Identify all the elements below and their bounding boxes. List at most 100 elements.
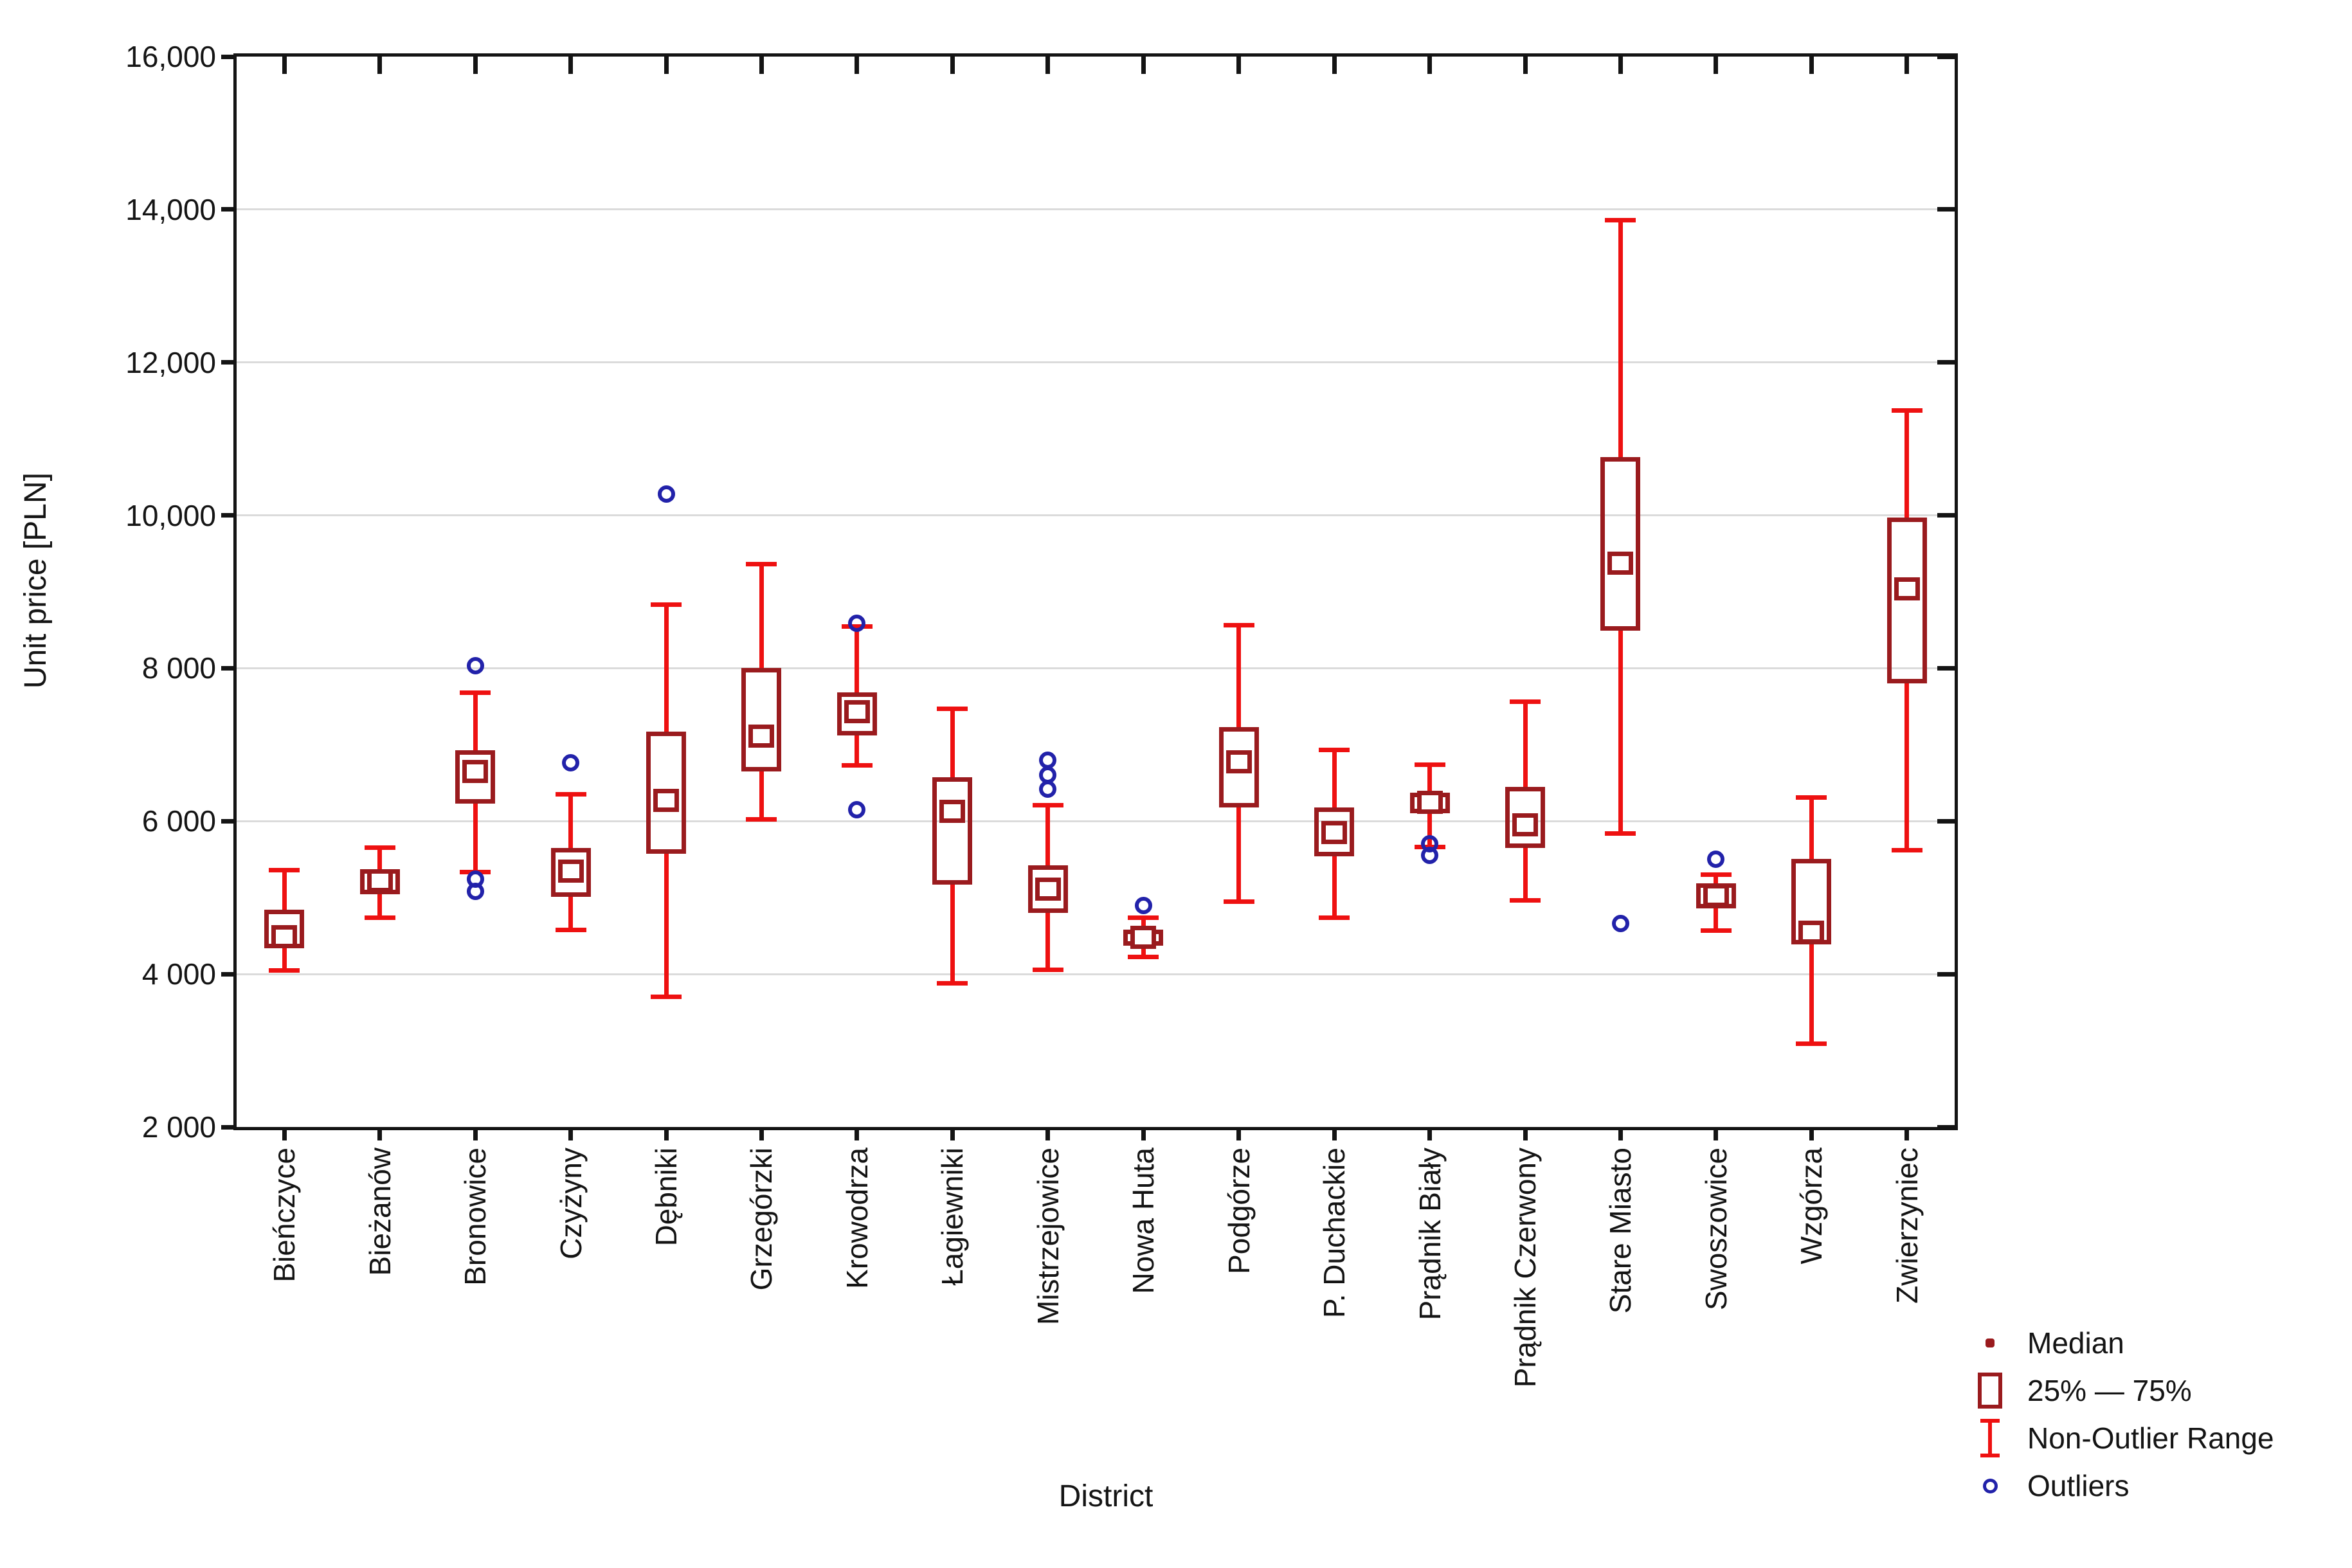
median-marker [462,759,489,783]
x-tick-mark-bottom [568,1130,574,1140]
whisker-line-upper [1045,805,1051,866]
whisker-line-lower [759,771,764,820]
whisker-line-upper [1904,410,1910,518]
plot-area [233,53,1958,1130]
x-tick-mark-top [759,57,764,74]
y-tick-mark-left [221,818,233,824]
median-marker [748,725,775,748]
x-tick-mark-bottom [664,1130,669,1140]
whisker-line-upper [855,626,860,693]
outlier-point [1134,896,1152,914]
y-tick-mark-left [221,54,233,59]
whisker-line-lower [1714,908,1719,931]
y-tick-mark-right [1937,971,1955,977]
whisker-cap-top [1510,699,1541,705]
x-tick-label: Prądnik Biały [1413,1148,1447,1320]
legend: Median 25% — 75% Non-Outlier Range Outli… [1969,1319,2274,1509]
iqr-box [932,777,973,885]
x-tick-mark-top [1141,57,1146,74]
y-tick-mark-left [221,665,233,671]
whisker-line-lower [473,803,478,872]
y-tick-mark-left [221,971,233,977]
whisker-line-lower [1618,631,1623,834]
whisker-cap-top [364,845,395,851]
x-tick-mark-bottom [1141,1130,1146,1140]
whisker-line-lower [282,948,287,971]
iqr-box [1886,518,1927,684]
whisker-line-upper [1714,874,1719,883]
x-tick-label: Swoszowice [1699,1148,1733,1311]
outlier-point [562,754,580,772]
whisker-cap-top [1796,795,1827,800]
x-tick-mark-top [1427,57,1433,74]
x-tick-mark-bottom [1714,1130,1719,1140]
iqr-box [646,732,686,854]
whisker-cap-top [460,690,491,695]
x-tick-label: Zwierzyniec [1890,1148,1924,1304]
outlier-point [848,800,866,818]
whisker-line-upper [1523,701,1528,787]
whisker-line-upper [1809,797,1814,859]
legend-label-range: Non-Outlier Range [2027,1421,2274,1455]
x-tick-label: Bieńczyce [267,1148,302,1283]
y-tick-mark-right [1937,1124,1955,1130]
outlier-point [848,614,866,632]
gridline [237,973,1955,975]
legend-row-range: Non-Outlier Range [1969,1414,2274,1462]
median-marker [939,799,966,823]
outlier-point [1421,847,1439,865]
iqr-box [550,847,591,897]
y-tick-mark-right [1937,513,1955,518]
whisker-cap-top [651,602,682,608]
gridline [237,361,1955,364]
x-tick-mark-bottom [1427,1130,1433,1140]
x-tick-label: Czyżyny [554,1148,588,1259]
x-tick-mark-top [1809,57,1814,74]
x-tick-mark-bottom [1904,1130,1910,1140]
x-tick-label: Stare Miasto [1604,1148,1638,1314]
whisker-line-upper [282,870,287,910]
outlier-point [1611,915,1629,933]
whisker-cap-top [746,562,777,567]
whisker-line-lower [664,854,669,997]
whisker-cap-bottom [1223,899,1254,904]
whisker-cap-bottom [1128,955,1159,960]
outlier-point [466,657,484,675]
whisker-line-lower [1045,913,1051,969]
whisker-cap-bottom [1032,967,1063,972]
x-axis-title: District [1058,1479,1153,1513]
whisker-cap-bottom [364,915,395,920]
x-tick-mark-top [282,57,287,74]
iqr-box [455,750,496,804]
whisker-cap-top [1128,915,1159,920]
x-tick-label: P. Duchackie [1317,1148,1352,1319]
whisker-line-lower [1427,813,1433,847]
whisker-line-lower [377,894,383,918]
y-tick-mark-left [221,513,233,518]
median-marker [271,924,298,948]
whisker-cap-top [1891,408,1922,413]
median-marker [1321,821,1348,845]
whisker-cap-top [937,706,968,711]
legend-row-iqr: 25% — 75% [1969,1367,2274,1414]
legend-row-outliers: Outliers [1969,1462,2274,1509]
x-tick-mark-top [1332,57,1337,74]
whisker-line-lower [855,735,860,766]
whisker-line-lower [568,897,574,930]
y-tick-mark-right [1937,818,1955,824]
median-marker [557,859,584,883]
x-tick-mark-bottom [1236,1130,1242,1140]
whisker-cap-bottom [651,995,682,1000]
x-tick-mark-bottom [473,1130,478,1140]
whisker-legend-icon [1969,1419,2011,1457]
iqr-box [1600,457,1641,631]
median-marker [366,869,393,893]
iqr-box-legend-icon [1969,1373,2011,1409]
y-tick-label: 12,000 [125,345,216,379]
gridline [237,820,1955,822]
whisker-cap-bottom [841,762,873,768]
x-tick-mark-bottom [1045,1130,1051,1140]
median-marker [1798,920,1825,944]
whisker-cap-top [1223,623,1254,628]
outlier-legend-icon [1969,1478,2011,1493]
